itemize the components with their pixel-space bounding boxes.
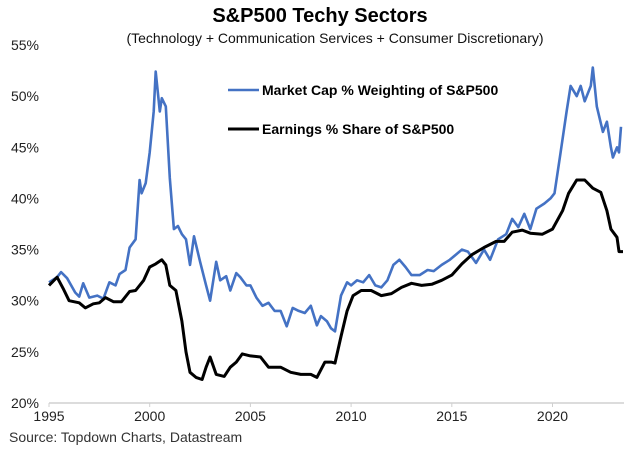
y-tick-label: 50% xyxy=(11,88,39,104)
legend-label: Market Cap % Weighting of S&P500 xyxy=(262,82,498,98)
y-tick-label: 45% xyxy=(11,139,39,155)
series-line-market-cap xyxy=(48,66,623,333)
y-tick-label: 55% xyxy=(11,37,39,53)
x-tick-label: 2020 xyxy=(537,408,568,424)
x-tick-label: 2005 xyxy=(235,408,266,424)
chart-title: S&P500 Techy Sectors xyxy=(212,5,428,27)
x-tick-label: 1995 xyxy=(33,408,64,424)
legend-label: Earnings % Share of S&P500 xyxy=(262,121,454,137)
source-note: Source: Topdown Charts, Datastream xyxy=(9,429,243,445)
y-tick-label: 20% xyxy=(11,395,39,411)
x-tick-label: 2015 xyxy=(436,408,467,424)
y-tick-label: 25% xyxy=(11,344,39,360)
y-tick-label: 40% xyxy=(11,190,39,206)
x-tick-label: 2010 xyxy=(336,408,367,424)
series-line-earnings xyxy=(47,178,623,381)
chart-subtitle: (Technology + Communication Services + C… xyxy=(126,30,544,46)
y-tick-label: 30% xyxy=(11,293,39,309)
x-tick-label: 2000 xyxy=(134,408,165,424)
y-tick-label: 35% xyxy=(11,242,39,258)
